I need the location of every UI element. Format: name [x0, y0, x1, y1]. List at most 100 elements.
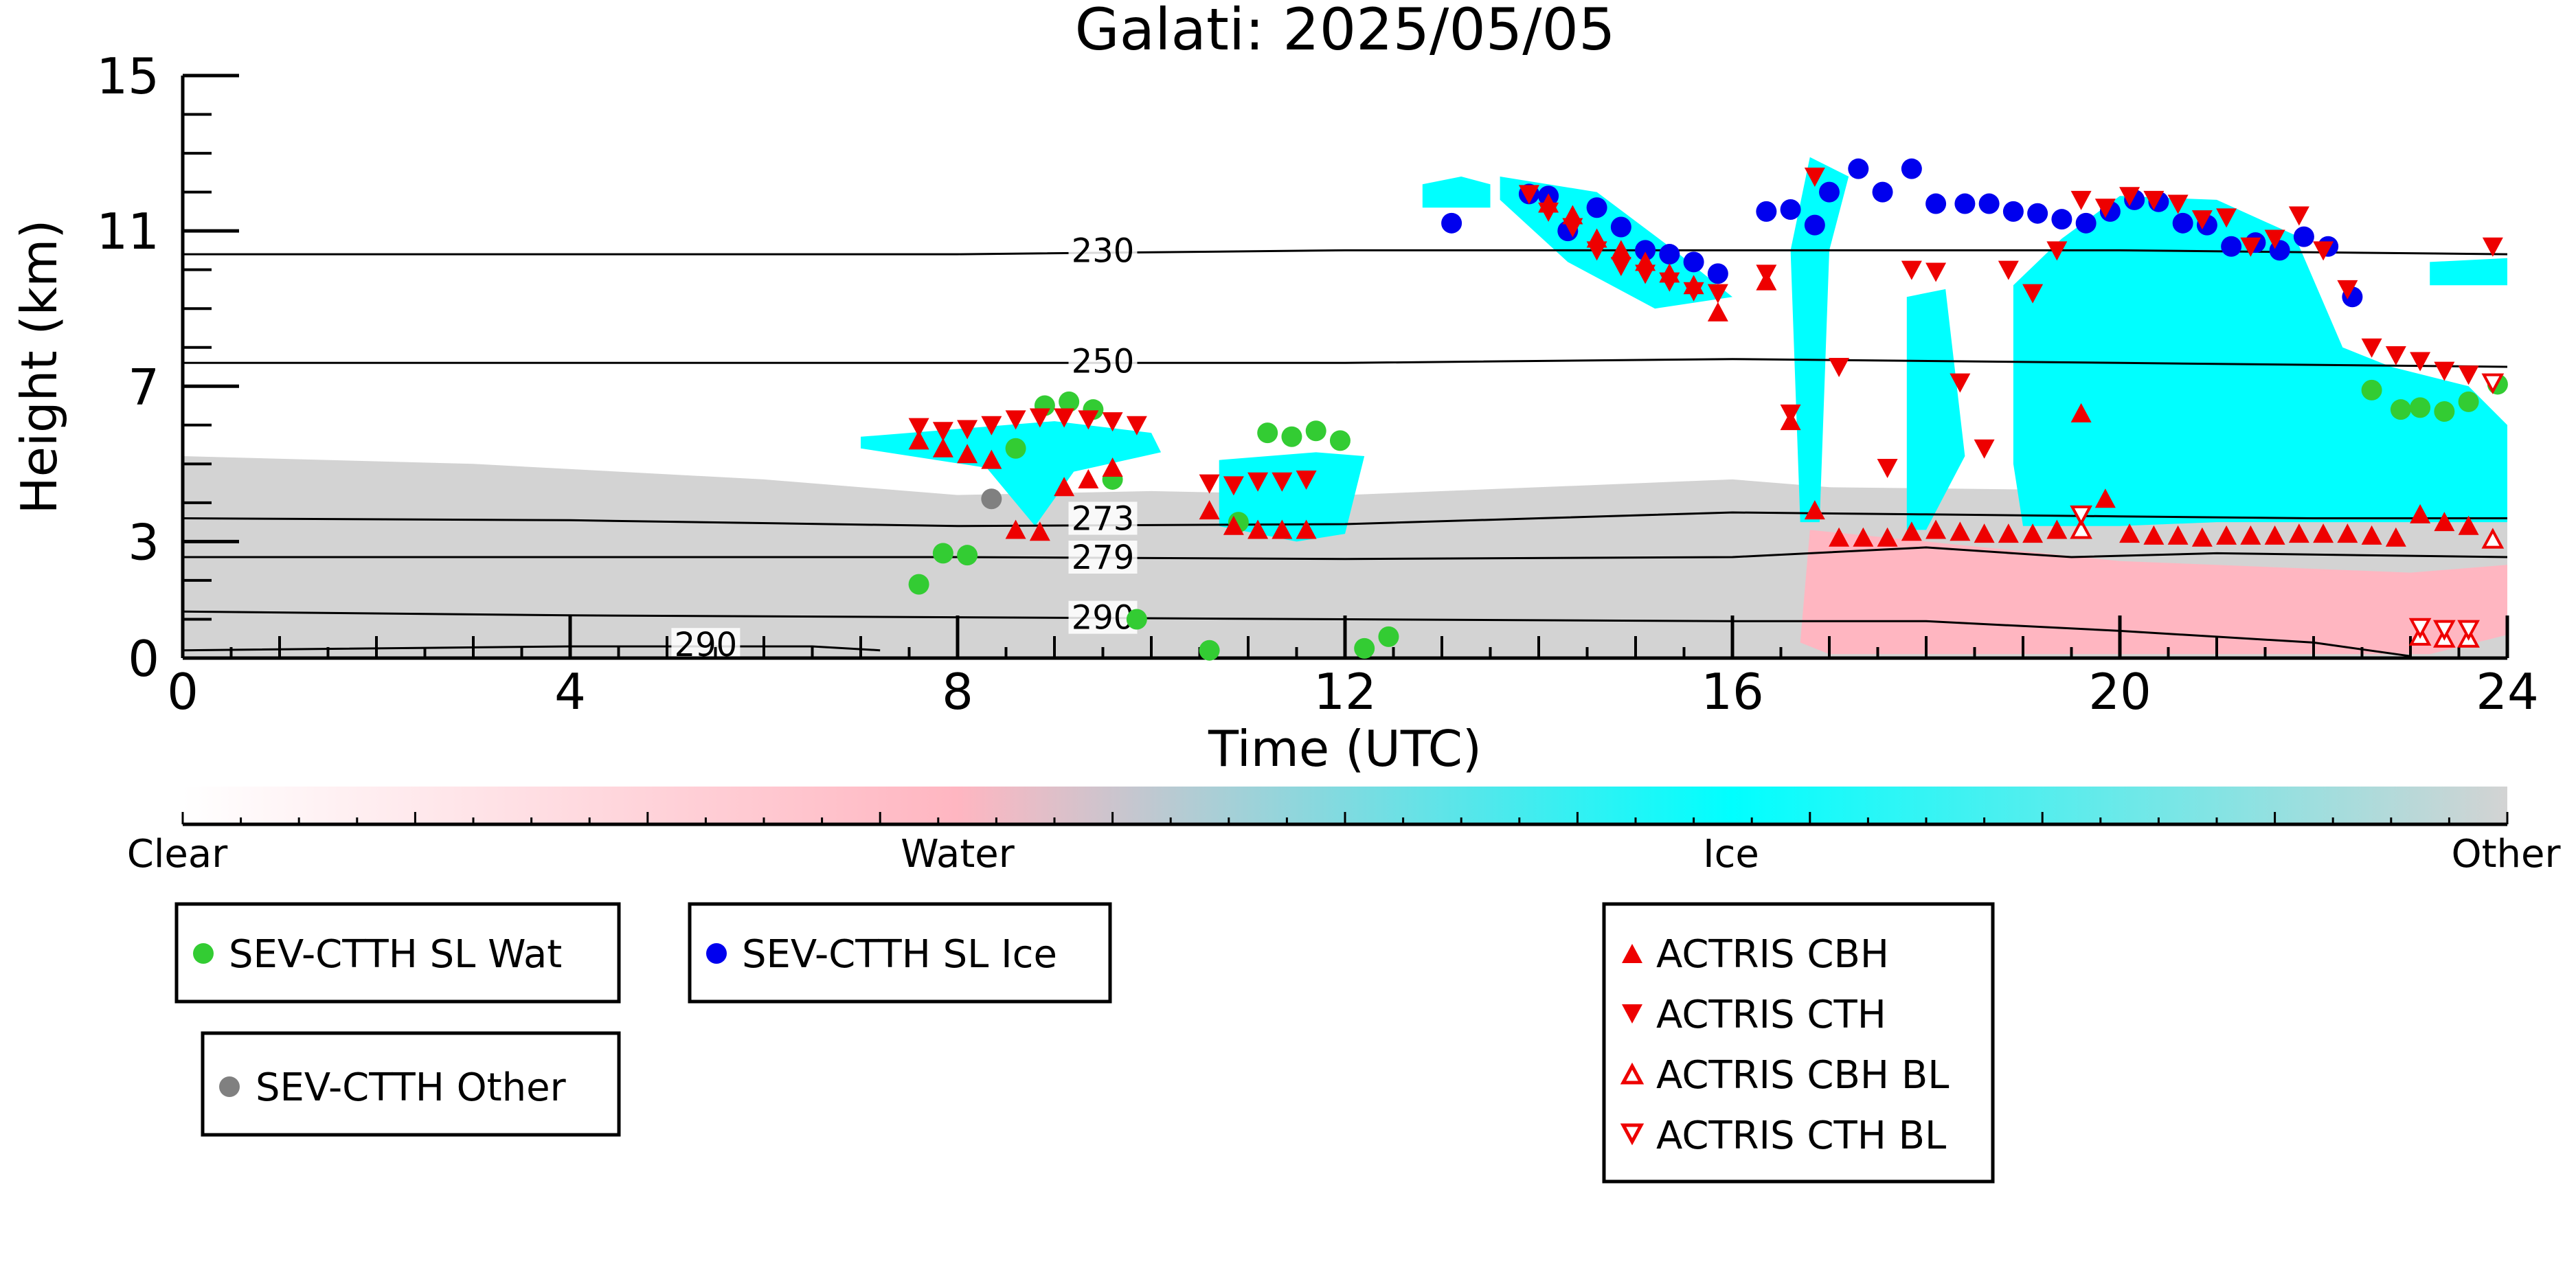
- marker-sev-ctth-sl-ice: [1901, 158, 1922, 179]
- marker-actris-cbh: [1901, 521, 1922, 541]
- marker-sev-ctth-sl-wat: [2434, 401, 2455, 422]
- marker-actris-cth: [2313, 241, 2334, 261]
- marker-actris-cth: [1950, 373, 1971, 393]
- marker-actris-cth: [2337, 280, 2358, 300]
- marker-actris-cth: [1877, 458, 1898, 478]
- legend-sev-other: SEV-CTTH Other: [201, 1031, 621, 1137]
- marker-actris-cth: [1296, 470, 1317, 490]
- marker-actris-cth: [2434, 361, 2455, 381]
- marker-actris-cbh: [1950, 521, 1971, 541]
- marker-actris-cbh: [2410, 504, 2431, 523]
- marker-sev-ctth-sl-ice: [1756, 201, 1777, 222]
- marker-actris-cbh: [1877, 527, 1898, 547]
- marker-sev-ctth-sl-ice: [1925, 193, 1947, 214]
- marker-actris-cth: [1005, 410, 1026, 430]
- marker-actris-cth: [2119, 187, 2140, 207]
- marker-actris-cbh: [2094, 488, 2116, 508]
- y-tick-label: 11: [96, 203, 159, 260]
- marker-actris-cbh: [2143, 525, 2165, 545]
- legend-box: [174, 902, 621, 1004]
- legend-marker-actris-cth-bl: [1620, 1123, 1645, 1146]
- marker-actris-cth: [1635, 264, 1656, 284]
- legend-label: ACTRIS CTH: [1656, 993, 1886, 1037]
- marker-actris-cth: [2167, 194, 2189, 214]
- marker-actris-cbh: [1707, 302, 1728, 321]
- colorbar-label-water: Water: [901, 832, 1015, 877]
- marker-sev-ctth-sl-wat: [1005, 438, 1026, 459]
- region-ice: [1906, 289, 1965, 530]
- marker-actris-cth-bl: [2070, 505, 2092, 527]
- colorbar-label-clear: Clear: [127, 832, 228, 877]
- x-tick-label: 24: [2476, 663, 2539, 721]
- marker-actris-cbh-bl: [2481, 528, 2505, 549]
- marker-actris-cbh: [1296, 519, 1317, 539]
- marker-actris-cbh: [1223, 515, 1244, 535]
- marker-sev-ctth-sl-ice: [2221, 236, 2242, 257]
- contour-label-bg: [1068, 234, 1138, 267]
- region-ice: [1422, 177, 1491, 208]
- x-tick-label: 20: [2088, 663, 2151, 721]
- marker-sev-ctth-sl-ice: [1872, 181, 1893, 203]
- marker-sev-ctth-sl-ice: [1441, 212, 1462, 234]
- marker-actris-cth: [1707, 284, 1728, 304]
- marker-actris-cth: [957, 420, 978, 440]
- marker-sev-ctth-sl-ice: [2051, 209, 2072, 230]
- marker-sev-ctth-sl-ice: [1819, 181, 1840, 203]
- x-axis-label: Time (UTC): [1208, 720, 1482, 778]
- marker-sev-ctth-sl-ice: [1707, 263, 1728, 284]
- marker-actris-cbh: [1054, 477, 1075, 497]
- marker-sev-ctth-sl-ice: [2075, 212, 2097, 234]
- x-tick-label: 4: [554, 663, 586, 721]
- legend-box: [201, 1031, 621, 1137]
- marker-actris-cth: [1126, 416, 1147, 436]
- x-tick-label: 12: [1313, 663, 1377, 721]
- marker-actris-cth: [1756, 264, 1777, 284]
- legend-marker-sev-wat: [193, 943, 214, 964]
- marker-actris-cth: [2070, 190, 2092, 210]
- colorbar-ticks: [181, 812, 2509, 824]
- contour-label-bg: [1068, 501, 1138, 535]
- marker-actris-cth: [2385, 346, 2406, 366]
- legend-label: ACTRIS CTH BL: [1656, 1114, 1946, 1158]
- marker-actris-cbh: [2070, 403, 2092, 422]
- marker-actris-cth: [1562, 218, 1583, 238]
- marker-actris-cth: [1901, 260, 1922, 280]
- marker-sev-ctth-sl-wat: [908, 574, 929, 595]
- marker-actris-cth: [1272, 472, 1293, 492]
- marker-sev-ctth-sl-wat: [2458, 391, 2479, 412]
- legend-box: [1602, 902, 1995, 1184]
- contour-label-bg: [1068, 600, 1138, 634]
- marker-actris-cth: [1659, 272, 1680, 292]
- marker-actris-cth: [2094, 199, 2116, 218]
- contour-label: 273: [1072, 499, 1135, 538]
- marker-sev-ctth-sl-ice: [2027, 203, 2048, 224]
- marker-sev-ctth-sl-ice: [2293, 226, 2314, 247]
- legend-marker-actris-cbh-bl: [1620, 1062, 1645, 1085]
- marker-sev-ctth-sl-wat: [2361, 379, 2382, 400]
- marker-actris-cth: [932, 422, 953, 442]
- marker-actris-cth: [2458, 365, 2479, 385]
- contour-label-bg: [671, 628, 741, 662]
- marker-sev-ctth-sl-wat: [1257, 422, 1278, 444]
- marker-actris-cth: [1610, 257, 1631, 277]
- y-tick-label: 7: [128, 358, 159, 416]
- chart-title: Galati: 2025/05/05: [1075, 0, 1616, 63]
- marker-actris-cth: [1223, 476, 1244, 496]
- marker-sev-ctth-sl-wat: [1126, 609, 1147, 630]
- contour-label: 290: [1072, 599, 1135, 637]
- legend-label: ACTRIS CBH BL: [1656, 1053, 1949, 1098]
- marker-actris-cth-bl: [2408, 618, 2432, 639]
- marker-actris-cth: [1538, 202, 1559, 222]
- marker-sev-ctth-sl-ice: [1804, 214, 1825, 236]
- legend-sev-ice: SEV-CTTH SL Ice: [688, 902, 1112, 1004]
- marker-sev-ctth-sl-ice: [1610, 216, 1631, 238]
- legend-label: ACTRIS CBH: [1656, 932, 1889, 977]
- marker-actris-cbh: [2361, 525, 2382, 545]
- marker-sev-ctth-sl-wat: [1059, 391, 1080, 412]
- marker-sev-ctth-sl-wat: [1329, 430, 1351, 451]
- marker-actris-cth: [2143, 190, 2165, 210]
- marker-actris-cth: [2361, 338, 2382, 358]
- legend-marker-sev-other: [219, 1076, 240, 1097]
- colorbar: Clear Water Ice Other: [127, 787, 2561, 877]
- marker-actris-cbh: [908, 430, 929, 450]
